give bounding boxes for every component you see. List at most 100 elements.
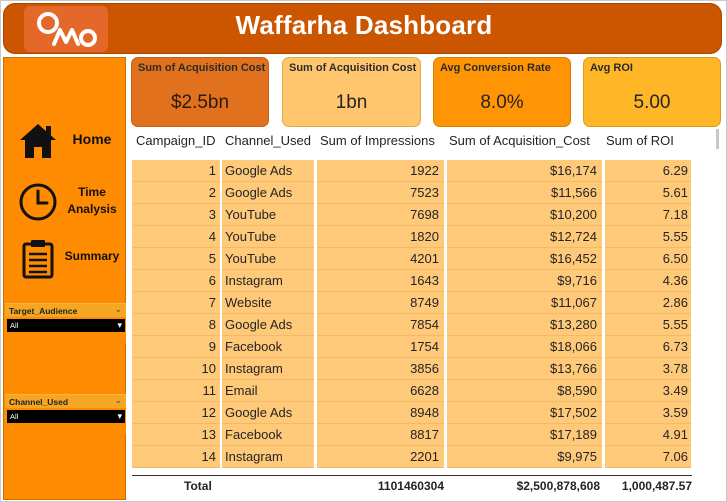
acquisition-cost-cell: $8,590 <box>447 380 602 402</box>
page-title: Waffarha Dashboard <box>235 10 493 40</box>
card-title: Avg ROI <box>590 62 633 74</box>
roi-cell: 6.29 <box>605 160 691 182</box>
roi-cell: 4.91 <box>605 424 691 446</box>
table-row[interactable]: 1 Google Ads 1922 $16,174 6.29 <box>132 160 691 182</box>
channel-cell: Instagram <box>222 358 314 380</box>
nav-home-label: Home <box>72 131 112 147</box>
table-row[interactable]: 13 Facebook 8817 $17,189 4.91 <box>132 424 691 446</box>
column-header-channel-used[interactable]: Channel_Used <box>225 133 312 148</box>
kpi-card-avg-roi[interactable]: Avg ROI 5.00 <box>583 57 721 127</box>
nav-summary-label: Summary <box>64 249 120 263</box>
channel-cell: YouTube <box>222 248 314 270</box>
acquisition-cost-cell: $9,975 <box>447 446 602 468</box>
channel-cell: Instagram <box>222 446 314 468</box>
table-row[interactable]: 5 YouTube 4201 $16,452 6.50 <box>132 248 691 270</box>
campaign-id-cell: 8 <box>132 314 220 336</box>
nav-time-analysis-button[interactable]: Time Analysis <box>4 176 127 230</box>
table-total-row: Total 1101460304 $2,500,878,608 1,000,48… <box>132 475 692 497</box>
acquisition-cost-cell: $16,174 <box>447 160 602 182</box>
impressions-cell: 1922 <box>317 160 444 182</box>
table-scrollbar[interactable] <box>716 129 719 149</box>
chevron-down-icon[interactable]: ⌄ <box>114 395 122 405</box>
campaign-id-cell: 2 <box>132 182 220 204</box>
column-header-impressions[interactable]: Sum of Impressions <box>320 133 435 148</box>
table-row[interactable]: 8 Google Ads 7854 $13,280 5.55 <box>132 314 691 336</box>
table-row[interactable]: 6 Instagram 1643 $9,716 4.36 <box>132 270 691 292</box>
channel-cell: Google Ads <box>222 402 314 424</box>
impressions-cell: 7854 <box>317 314 444 336</box>
acquisition-cost-cell: $13,280 <box>447 314 602 336</box>
sidebar: Home Time Analysis <box>3 57 126 500</box>
roi-cell: 3.78 <box>605 358 691 380</box>
acquisition-cost-cell: $18,066 <box>447 336 602 358</box>
house-icon <box>18 120 58 162</box>
campaign-id-cell: 9 <box>132 336 220 358</box>
channel-cell: Google Ads <box>222 314 314 336</box>
impressions-cell: 2201 <box>317 446 444 468</box>
card-title: Sum of Acquisition Cost <box>289 62 417 74</box>
chevron-down-icon[interactable]: ⌄ <box>114 304 122 314</box>
campaign-id-cell: 6 <box>132 270 220 292</box>
campaign-id-cell: 10 <box>132 358 220 380</box>
total-acquisition-cost: $2,500,878,608 <box>516 479 600 493</box>
total-label: Total <box>184 479 212 493</box>
acquisition-cost-cell: $9,716 <box>447 270 602 292</box>
nav-summary-button[interactable]: Summary <box>4 234 127 288</box>
kpi-card-acquisition-cost-2[interactable]: Sum of Acquisition Cost 1bn <box>282 57 421 127</box>
card-title: Sum of Acquisition Cost <box>138 62 266 74</box>
table-row[interactable]: 2 Google Ads 7523 $11,566 5.61 <box>132 182 691 204</box>
card-value: 1bn <box>335 92 368 113</box>
channel-cell: Facebook <box>222 424 314 446</box>
impressions-cell: 1754 <box>317 336 444 358</box>
slicer-header: Target_Audience ⌄ <box>5 303 126 317</box>
slicer-title: Target_Audience <box>9 306 78 316</box>
table-row[interactable]: 4 YouTube 1820 $12,724 5.55 <box>132 226 691 248</box>
acquisition-cost-cell: $13,766 <box>447 358 602 380</box>
table-row[interactable]: 7 Website 8749 $11,067 2.86 <box>132 292 691 314</box>
acquisition-cost-cell: $17,502 <box>447 402 602 424</box>
table-row[interactable]: 11 Email 6628 $8,590 3.49 <box>132 380 691 402</box>
table-body: 1 Google Ads 1922 $16,174 6.29 2 Google Ads 752… <box>132 160 691 471</box>
acquisition-cost-cell: $16,452 <box>447 248 602 270</box>
roi-cell: 6.50 <box>605 248 691 270</box>
campaign-id-cell: 12 <box>132 402 220 424</box>
table-row[interactable]: 14 Instagram 2201 $9,975 7.06 <box>132 446 691 468</box>
channel-cell: Google Ads <box>222 182 314 204</box>
channel-cell: Google Ads <box>222 160 314 182</box>
kpi-card-conversion-rate[interactable]: Avg Conversion Rate 8.0% <box>433 57 571 127</box>
dropdown-value: All <box>10 321 19 330</box>
acquisition-cost-cell: $17,189 <box>447 424 602 446</box>
impressions-cell: 8749 <box>317 292 444 314</box>
channel-cell: YouTube <box>222 204 314 226</box>
column-header-roi[interactable]: Sum of ROI <box>606 133 674 148</box>
nav-home-button[interactable]: Home <box>4 116 127 170</box>
campaign-id-cell: 5 <box>132 248 220 270</box>
impressions-cell: 8948 <box>317 402 444 424</box>
channel-cell: YouTube <box>222 226 314 248</box>
roi-cell: 3.59 <box>605 402 691 424</box>
impressions-cell: 6628 <box>317 380 444 402</box>
kpi-card-acquisition-cost[interactable]: Sum of Acquisition Cost $2.5bn <box>131 57 269 127</box>
table-row[interactable]: 12 Google Ads 8948 $17,502 3.59 <box>132 402 691 424</box>
channel-used-dropdown[interactable]: All ▾ <box>7 410 125 423</box>
roi-cell: 5.55 <box>605 226 691 248</box>
campaign-table: Campaign_ID Channel_Used Sum of Impressi… <box>132 129 722 500</box>
acquisition-cost-cell: $11,067 <box>447 292 602 314</box>
brand-logo <box>24 6 108 52</box>
impressions-cell: 3856 <box>317 358 444 380</box>
table-row[interactable]: 3 YouTube 7698 $10,200 7.18 <box>132 204 691 226</box>
table-row[interactable]: 10 Instagram 3856 $13,766 3.78 <box>132 358 691 380</box>
roi-cell: 5.55 <box>605 314 691 336</box>
roi-cell: 3.49 <box>605 380 691 402</box>
dropdown-arrow-icon: ▾ <box>117 411 122 421</box>
card-value: 5.00 <box>633 92 671 113</box>
column-header-acquisition-cost[interactable]: Sum of Acquisition_Cost <box>449 133 590 148</box>
header-bar: Waffarha Dashboard <box>3 3 722 54</box>
target-audience-dropdown[interactable]: All ▾ <box>7 319 125 332</box>
campaign-id-cell: 11 <box>132 380 220 402</box>
column-header-campaign-id[interactable]: Campaign_ID <box>136 133 216 148</box>
impressions-cell: 1820 <box>317 226 444 248</box>
table-row[interactable]: 9 Facebook 1754 $18,066 6.73 <box>132 336 691 358</box>
channel-cell: Website <box>222 292 314 314</box>
dropdown-value: All <box>10 412 19 421</box>
